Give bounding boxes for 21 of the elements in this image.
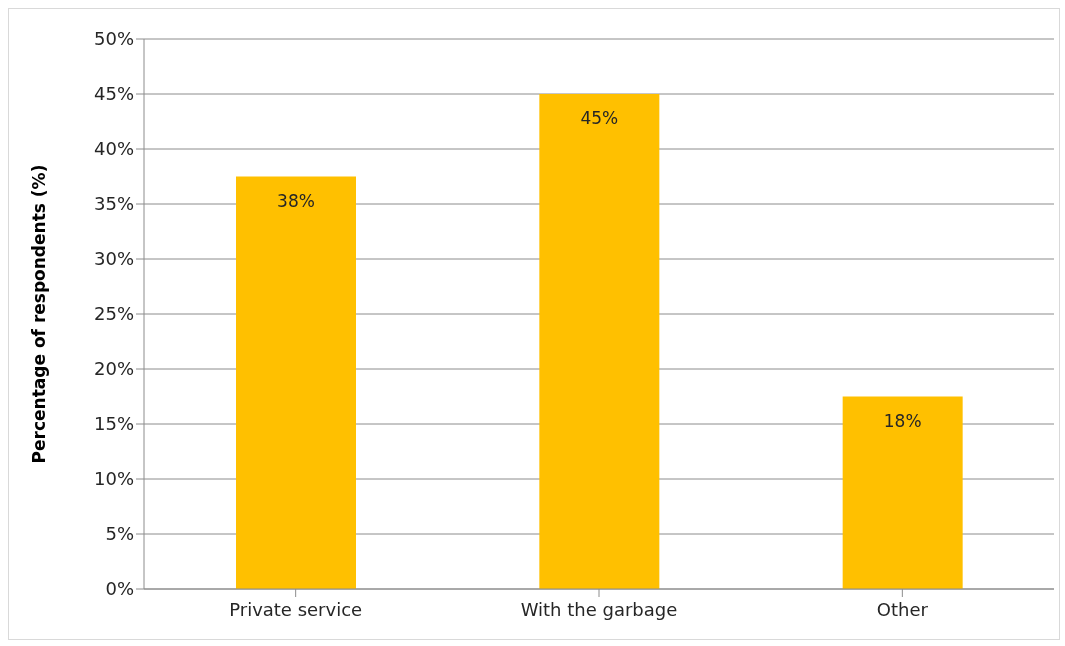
data-label: 38% [277,190,315,211]
bar [842,396,963,589]
data-label: 45% [580,108,619,128]
y-tick-label: 45% [93,83,134,105]
bar [236,176,356,589]
y-tick-label: 25% [93,303,134,325]
y-tick-label: 50% [93,28,134,50]
y-tick-label: 0% [105,578,134,600]
y-tick-label: 15% [93,413,134,435]
x-tick-label: With the garbage [520,598,678,620]
bar [539,94,660,589]
y-tick-label: 5% [105,523,134,545]
y-tick-label: 30% [93,248,134,270]
y-tick-label: 35% [93,193,134,215]
data-label: 18% [883,410,922,431]
y-tick-label: 10% [93,468,134,490]
y-tick-label: 20% [93,358,134,380]
x-tick-label: Private service [229,598,363,620]
y-tick-label: 40% [93,138,134,160]
y-axis-title: Percentage of respondents (%) [29,164,50,464]
x-tick-label: Other [876,598,929,620]
